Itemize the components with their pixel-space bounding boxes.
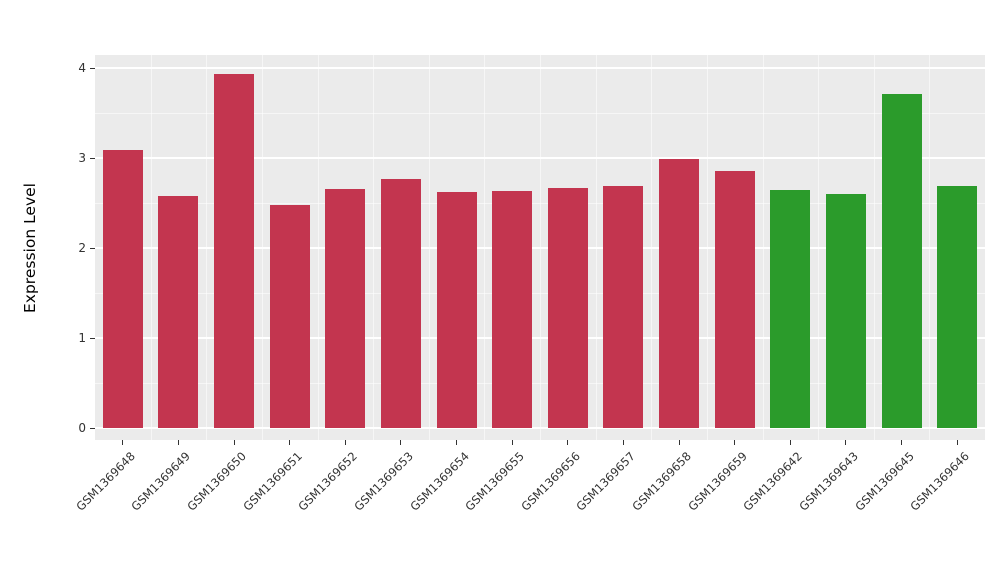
y-tick-label: 4 [78, 61, 86, 75]
x-tick-label: GSM1369658 [629, 449, 694, 514]
y-tick-mark [90, 337, 95, 339]
x-tick-mark [233, 440, 235, 445]
y-tick-mark [90, 157, 95, 159]
x-tick-label: GSM1369657 [573, 449, 639, 514]
bar [381, 179, 421, 428]
y-tick-mark [90, 67, 95, 69]
x-tick-mark [567, 440, 569, 445]
bar [659, 159, 699, 428]
x-tick-mark [734, 440, 736, 445]
gridline-major [95, 337, 985, 339]
y-axis-title: Expression Level [21, 183, 39, 313]
x-tick-label: GSM1369652 [295, 449, 361, 514]
bar [214, 74, 254, 428]
x-tick-mark [122, 440, 124, 445]
gridline-major [95, 67, 985, 69]
x-tick-label: GSM1369643 [796, 449, 861, 514]
x-tick-mark [622, 440, 624, 445]
y-tick-mark [90, 427, 95, 429]
y-tick-mark [90, 247, 95, 249]
x-tick-mark [956, 440, 958, 445]
x-tick-label: GSM1369659 [684, 449, 750, 514]
x-tick-label: GSM1369642 [740, 449, 806, 514]
bar [158, 196, 198, 428]
x-tick-label: GSM1369656 [518, 449, 583, 514]
bar [437, 192, 477, 428]
x-tick-mark [789, 440, 791, 445]
x-tick-label: GSM1369648 [73, 449, 138, 514]
bar [270, 205, 310, 428]
gridline-major [95, 427, 985, 429]
x-tick-label: GSM1369651 [239, 449, 305, 514]
x-tick-mark [400, 440, 402, 445]
y-tick-label: 0 [78, 421, 86, 435]
y-tick-label: 2 [78, 241, 86, 255]
plot-panel [95, 55, 985, 440]
x-tick-mark [845, 440, 847, 445]
x-tick-label: GSM1369654 [406, 449, 472, 514]
bar [826, 194, 866, 428]
x-tick-mark [901, 440, 903, 445]
x-tick-label: GSM1369653 [351, 449, 416, 514]
bar [103, 150, 143, 428]
x-tick-label: GSM1369645 [851, 449, 917, 514]
gridline-major [95, 247, 985, 249]
bar [770, 190, 810, 428]
x-tick-mark [511, 440, 513, 445]
bar [548, 188, 588, 428]
x-tick-mark [344, 440, 346, 445]
bar [603, 186, 643, 428]
x-tick-mark [678, 440, 680, 445]
x-tick-label: GSM1369650 [184, 449, 249, 514]
gridline-major [95, 157, 985, 159]
x-tick-label: GSM1369649 [128, 449, 194, 514]
bar [937, 186, 977, 428]
bar [882, 94, 922, 428]
x-tick-mark [456, 440, 458, 445]
y-tick-label: 3 [78, 151, 86, 165]
bar [325, 189, 365, 428]
x-tick-mark [289, 440, 291, 445]
bar [715, 171, 755, 428]
x-tick-label: GSM1369646 [907, 449, 973, 514]
x-tick-label: GSM1369655 [462, 449, 528, 514]
y-tick-label: 1 [78, 331, 86, 345]
x-tick-mark [177, 440, 179, 445]
bar [492, 191, 532, 428]
